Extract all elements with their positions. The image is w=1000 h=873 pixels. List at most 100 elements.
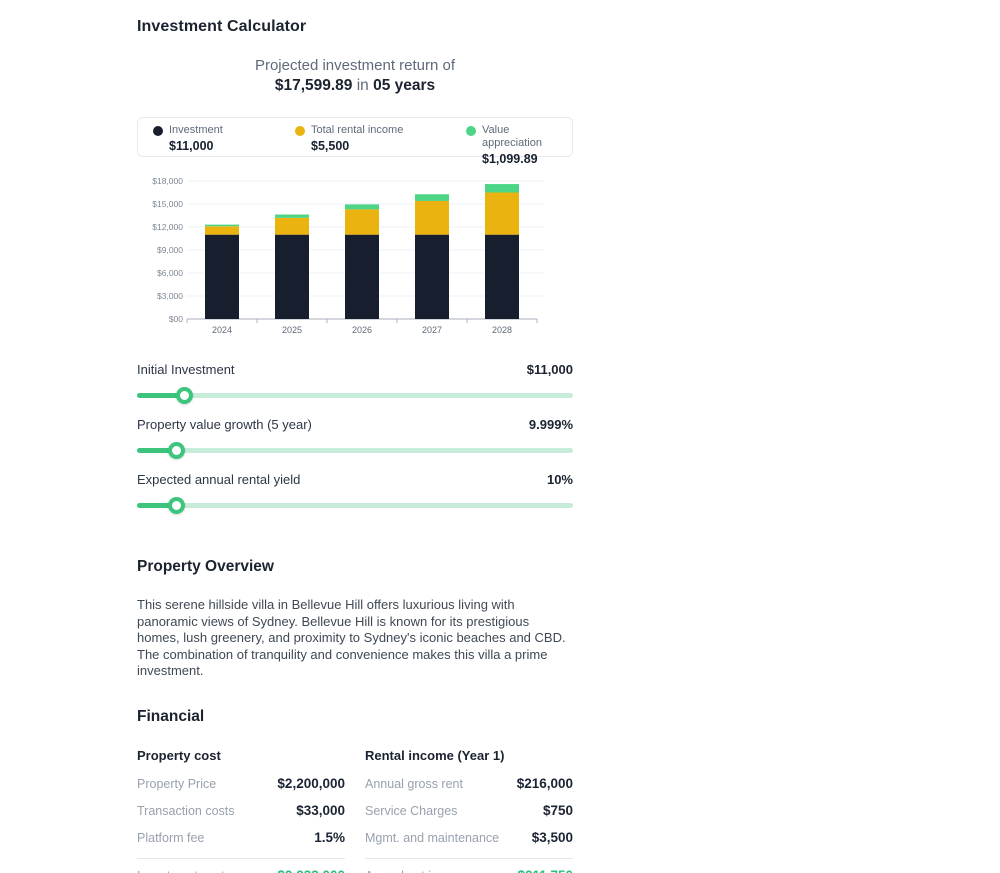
- projection-line1: Projected investment return of: [254, 57, 456, 74]
- slider-knob[interactable]: [176, 387, 194, 404]
- legend-label: Investment: [169, 124, 223, 136]
- table-row: Transaction costs $33,000: [137, 803, 345, 818]
- row-value: $216,000: [516, 776, 573, 791]
- bar-2025-total-rental-income: [275, 217, 309, 235]
- slider-track[interactable]: [137, 442, 573, 459]
- x-axis-category-label: 2028: [492, 325, 512, 335]
- legend-item-investment: Investment $11,000: [153, 124, 223, 153]
- legend-label: Value appreciation: [482, 124, 542, 149]
- projection-duration: 05 years: [373, 77, 436, 94]
- row-label: Annual gross rent: [365, 777, 463, 791]
- legend-value: $11,000: [169, 139, 214, 153]
- y-axis-tick-label: $00: [169, 314, 183, 324]
- table-total-row: Annual net income $211,750: [365, 868, 573, 873]
- value-appreciation-dot-icon: [466, 126, 476, 136]
- slider-fill: [137, 448, 177, 453]
- bar-2028-total-rental-income: [485, 192, 519, 235]
- legend-label: Total rental income: [311, 124, 404, 136]
- table-header: Rental income (Year 1): [365, 748, 505, 763]
- financial-heading: Financial: [137, 708, 205, 725]
- projection-summary: Projected investment return of $17,599.8…: [137, 57, 573, 95]
- row-value: $33,000: [296, 803, 345, 818]
- x-axis-category-label: 2024: [212, 325, 232, 335]
- content-column: Investment Calculator Projected investme…: [137, 0, 573, 873]
- slider-knob[interactable]: [168, 497, 186, 514]
- y-axis-tick-label: $9,000: [157, 245, 183, 255]
- bar-2028-investment: [485, 234, 519, 319]
- y-axis-tick-label: $15,000: [152, 199, 183, 209]
- slider-track[interactable]: [137, 387, 573, 404]
- y-axis-tick-label: $12,000: [152, 222, 183, 232]
- row-value: $2,200,000: [277, 776, 345, 791]
- slider-knob[interactable]: [168, 442, 186, 459]
- x-axis-category-label: 2027: [422, 325, 442, 335]
- row-label: Platform fee: [137, 831, 205, 845]
- table-row: Service Charges $750: [365, 803, 573, 818]
- slider-value: 10%: [546, 472, 573, 487]
- slider-fill: [137, 393, 185, 398]
- property-cost-table: Property cost Property Price $2,200,000 …: [137, 748, 345, 873]
- investment-dot-icon: [153, 126, 163, 136]
- page-title: Investment Calculator: [137, 18, 307, 35]
- slider-track[interactable]: [137, 497, 573, 514]
- table-row: Mgmt. and maintenance $3,500: [365, 830, 573, 845]
- slider-property-value-growth: Property value growth (5 year) 9.999%: [137, 417, 573, 465]
- bar-2025-investment: [275, 234, 309, 319]
- financial-tables: Property cost Property Price $2,200,000 …: [137, 748, 573, 873]
- bar-2026-investment: [345, 234, 379, 319]
- slider-fill: [137, 503, 177, 508]
- total-label: Investment cost: [137, 869, 225, 873]
- divider: [137, 858, 345, 859]
- rental-income-dot-icon: [295, 126, 305, 136]
- slider-initial-investment: Initial Investment $11,000: [137, 362, 573, 410]
- slider-label: Expected annual rental yield: [137, 472, 301, 487]
- table-row: Property Price $2,200,000: [137, 776, 345, 791]
- row-value: $750: [542, 803, 573, 818]
- bar-2026-value-appreciation: [345, 204, 379, 210]
- legend-item-value-appreciation: Value appreciation $1,099.89: [466, 124, 572, 166]
- y-axis-tick-label: $18,000: [152, 176, 183, 186]
- slider-rental-yield: Expected annual rental yield 10%: [137, 472, 573, 520]
- projection-amount: $17,599.89: [274, 77, 353, 94]
- y-axis-tick-label: $6,000: [157, 268, 183, 278]
- row-label: Property Price: [137, 777, 217, 791]
- bar-2024-value-appreciation: [205, 224, 239, 227]
- table-row: Annual gross rent $216,000: [365, 776, 573, 791]
- slider-head: Expected annual rental yield 10%: [137, 472, 573, 487]
- bar-2027-investment: [415, 234, 449, 319]
- slider-head: Property value growth (5 year) 9.999%: [137, 417, 573, 432]
- property-overview-heading: Property Overview: [137, 558, 274, 575]
- table-row: Platform fee 1.5%: [137, 830, 345, 845]
- bar-2025-value-appreciation: [275, 214, 309, 218]
- total-value: $2,233,000: [277, 868, 345, 873]
- x-axis-category-label: 2025: [282, 325, 302, 335]
- legend-value: $1,099.89: [482, 152, 538, 166]
- row-label: Service Charges: [365, 804, 458, 818]
- table-total-row: Investment cost $2,233,000: [137, 868, 345, 873]
- legend-value: $5,500: [311, 139, 350, 153]
- x-axis-category-label: 2026: [352, 325, 372, 335]
- chart-legend: Investment $11,000 Total rental income $…: [137, 117, 573, 166]
- row-value: 1.5%: [314, 830, 345, 845]
- investment-projection-chart: $00 $3,000 $6,000 $9,000 $12,000 $15,000 $18,0…: [137, 175, 573, 337]
- stacked-bar-chart: $00 $3,000 $6,000 $9,000 $12,000 $15,000 $18,0…: [152, 176, 545, 335]
- y-axis-tick-label: $3,000: [157, 291, 183, 301]
- slider-value: $11,000: [526, 362, 573, 377]
- slider-label: Initial Investment: [137, 362, 235, 377]
- bar-2024-investment: [205, 234, 239, 319]
- bar-2024-total-rental-income: [205, 226, 239, 235]
- bar-2028-value-appreciation: [485, 184, 519, 193]
- row-label: Transaction costs: [137, 804, 235, 818]
- slider-label: Property value growth (5 year): [137, 417, 312, 432]
- slider-value: 9.999%: [528, 417, 573, 432]
- rental-income-table: Rental income (Year 1) Annual gross rent…: [365, 748, 573, 873]
- legend-item-rental-income: Total rental income $5,500: [295, 124, 403, 153]
- total-value: $211,750: [517, 868, 573, 873]
- projection-line2: $17,599.89 in 05 years: [137, 77, 573, 95]
- bar-2027-total-rental-income: [415, 200, 449, 235]
- bar-2026-total-rental-income: [345, 209, 379, 235]
- property-overview-text: This serene hillside villa in Bellevue H…: [137, 597, 566, 678]
- row-label: Mgmt. and maintenance: [365, 831, 500, 845]
- row-value: $3,500: [531, 830, 573, 845]
